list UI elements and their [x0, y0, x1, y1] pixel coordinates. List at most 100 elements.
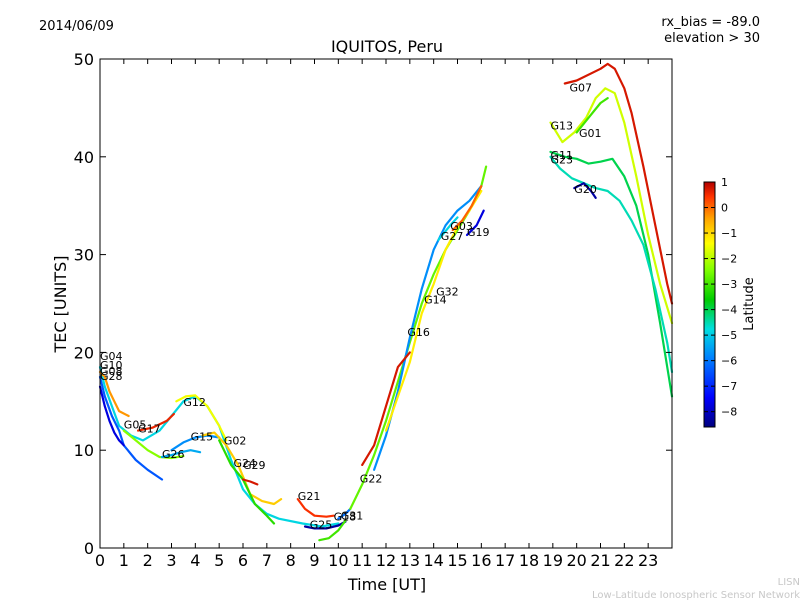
- x-tick-label: 4: [190, 551, 200, 570]
- y-tick-label: 50: [74, 50, 94, 69]
- x-tick-label: 21: [590, 551, 610, 570]
- colorbar-tick-label: −1: [721, 227, 737, 240]
- series-line-g10: [98, 375, 164, 481]
- series-label-g10: G10: [100, 359, 123, 372]
- series-label-g15: G15: [191, 430, 214, 443]
- series-label-g29: G29: [243, 459, 266, 472]
- x-tick-label: 23: [638, 551, 658, 570]
- colorbar-tick-label: −7: [721, 380, 737, 393]
- x-tick-label: 5: [214, 551, 224, 570]
- series-label-g11: G11: [551, 149, 574, 162]
- series-label-g19: G19: [467, 226, 490, 239]
- series-label-g27: G27: [441, 230, 464, 243]
- series-line-g29: [241, 478, 259, 486]
- x-tick-label: 20: [566, 551, 586, 570]
- x-tick-label: 16: [471, 551, 491, 570]
- series-line-g05: [122, 429, 185, 460]
- series-line-g08: [98, 370, 130, 418]
- y-tick-label: 30: [74, 246, 94, 265]
- colorbar-gradient: [703, 181, 716, 428]
- series-line-g26: [160, 449, 202, 459]
- x-tick-label: 8: [286, 551, 296, 570]
- series-label-g08: G08: [100, 365, 123, 378]
- series-line-g23: [549, 155, 674, 374]
- series-line-g28: [98, 385, 125, 447]
- series-line-g07: [563, 62, 674, 305]
- series-line-g21: [296, 498, 335, 518]
- elevation-label: elevation > 30: [664, 31, 760, 46]
- series-label-g01: G01: [579, 127, 602, 140]
- colorbar-ticks: 1 0 −1 −2 −3 −4 −5 −6 −7 −8: [704, 176, 737, 419]
- colorbar-tick-label: −8: [721, 406, 737, 419]
- x-tick-label: 1: [119, 551, 129, 570]
- series-label-g20: G20: [574, 183, 597, 196]
- series-line-g14: [361, 351, 411, 466]
- colorbar: 1 0 −1 −2 −3 −4 −5 −6 −7 −8 Latitude: [703, 176, 757, 428]
- series-label-g24: G24: [234, 457, 257, 470]
- x-tick-label: 22: [614, 551, 634, 570]
- series-label-g18: G18: [334, 511, 357, 524]
- x-axis-label: Time [UT]: [347, 575, 426, 594]
- series-label-g16: G16: [407, 326, 430, 339]
- x-tick-label: 7: [262, 551, 272, 570]
- plot-background: [100, 59, 672, 548]
- series-line-g15: [170, 434, 221, 452]
- colorbar-tick-label: 1: [721, 176, 728, 189]
- series-line-g19: [465, 209, 485, 237]
- series-label-g05: G05: [124, 419, 147, 432]
- x-tick-label: 9: [309, 551, 319, 570]
- y-tick-label: 10: [74, 441, 94, 460]
- x-tick-label: 10: [328, 551, 348, 570]
- series-label-g07: G07: [570, 81, 593, 94]
- series-label-g14: G14: [424, 294, 447, 307]
- x-tick-label: 6: [238, 551, 248, 570]
- series-line-g20: [573, 182, 597, 199]
- colorbar-tick-label: −5: [721, 329, 737, 342]
- series-label-g23: G23: [551, 154, 574, 167]
- colorbar-tick-label: −6: [721, 355, 737, 368]
- date-label: 2014/06/09: [39, 19, 114, 34]
- series-label-g32: G32: [436, 286, 459, 299]
- chart-title: IQUITOS, Peru: [331, 37, 443, 56]
- series-line-g25: [303, 520, 347, 530]
- series-layer: [98, 62, 674, 542]
- series-line-g31: [337, 507, 352, 520]
- y-axis-label: TEC [UNITS]: [51, 256, 70, 354]
- footer-network: Low-Latitude Ionospheric Sensor Network: [592, 590, 800, 600]
- colorbar-tick-label: 0: [721, 202, 728, 215]
- x-tick-label: 14: [423, 551, 443, 570]
- x-tick-label: 12: [376, 551, 396, 570]
- x-tick-label: 0: [95, 551, 105, 570]
- series-label-g26: G26: [162, 448, 185, 461]
- series-label-g28: G28: [100, 370, 123, 383]
- x-tick-label: 15: [447, 551, 467, 570]
- series-label-g31: G31: [341, 510, 364, 523]
- x-tick-label: 2: [143, 551, 153, 570]
- y-tick-label: 0: [84, 539, 94, 558]
- x-tick-label: 19: [543, 551, 563, 570]
- series-line-g24: [218, 439, 276, 525]
- colorbar-tick-label: −3: [721, 278, 737, 291]
- series-label-g03: G03: [450, 220, 473, 233]
- y-tick-label: 20: [74, 343, 94, 362]
- footer-lisn: LISN: [778, 577, 800, 588]
- series-label-g25: G25: [310, 518, 333, 531]
- series-label-g21: G21: [298, 490, 321, 503]
- series-line-g12: [175, 394, 228, 442]
- series-line-g03: [451, 185, 483, 232]
- x-tick-label: 3: [166, 551, 176, 570]
- x-tick-label: 17: [495, 551, 515, 570]
- series-line-g01: [575, 96, 609, 134]
- series-label-g12: G12: [183, 396, 206, 409]
- series-line-g13: [549, 87, 674, 325]
- x-tick-label: 11: [352, 551, 372, 570]
- y-axis: 0 10 20 30 40 50: [74, 50, 672, 558]
- rx-bias-label: rx_bias = -89.0: [661, 15, 760, 30]
- series-label-g22: G22: [360, 473, 383, 486]
- series-label-g13: G13: [551, 119, 574, 132]
- y-tick-label: 40: [74, 148, 94, 167]
- colorbar-label: Latitude: [742, 277, 757, 331]
